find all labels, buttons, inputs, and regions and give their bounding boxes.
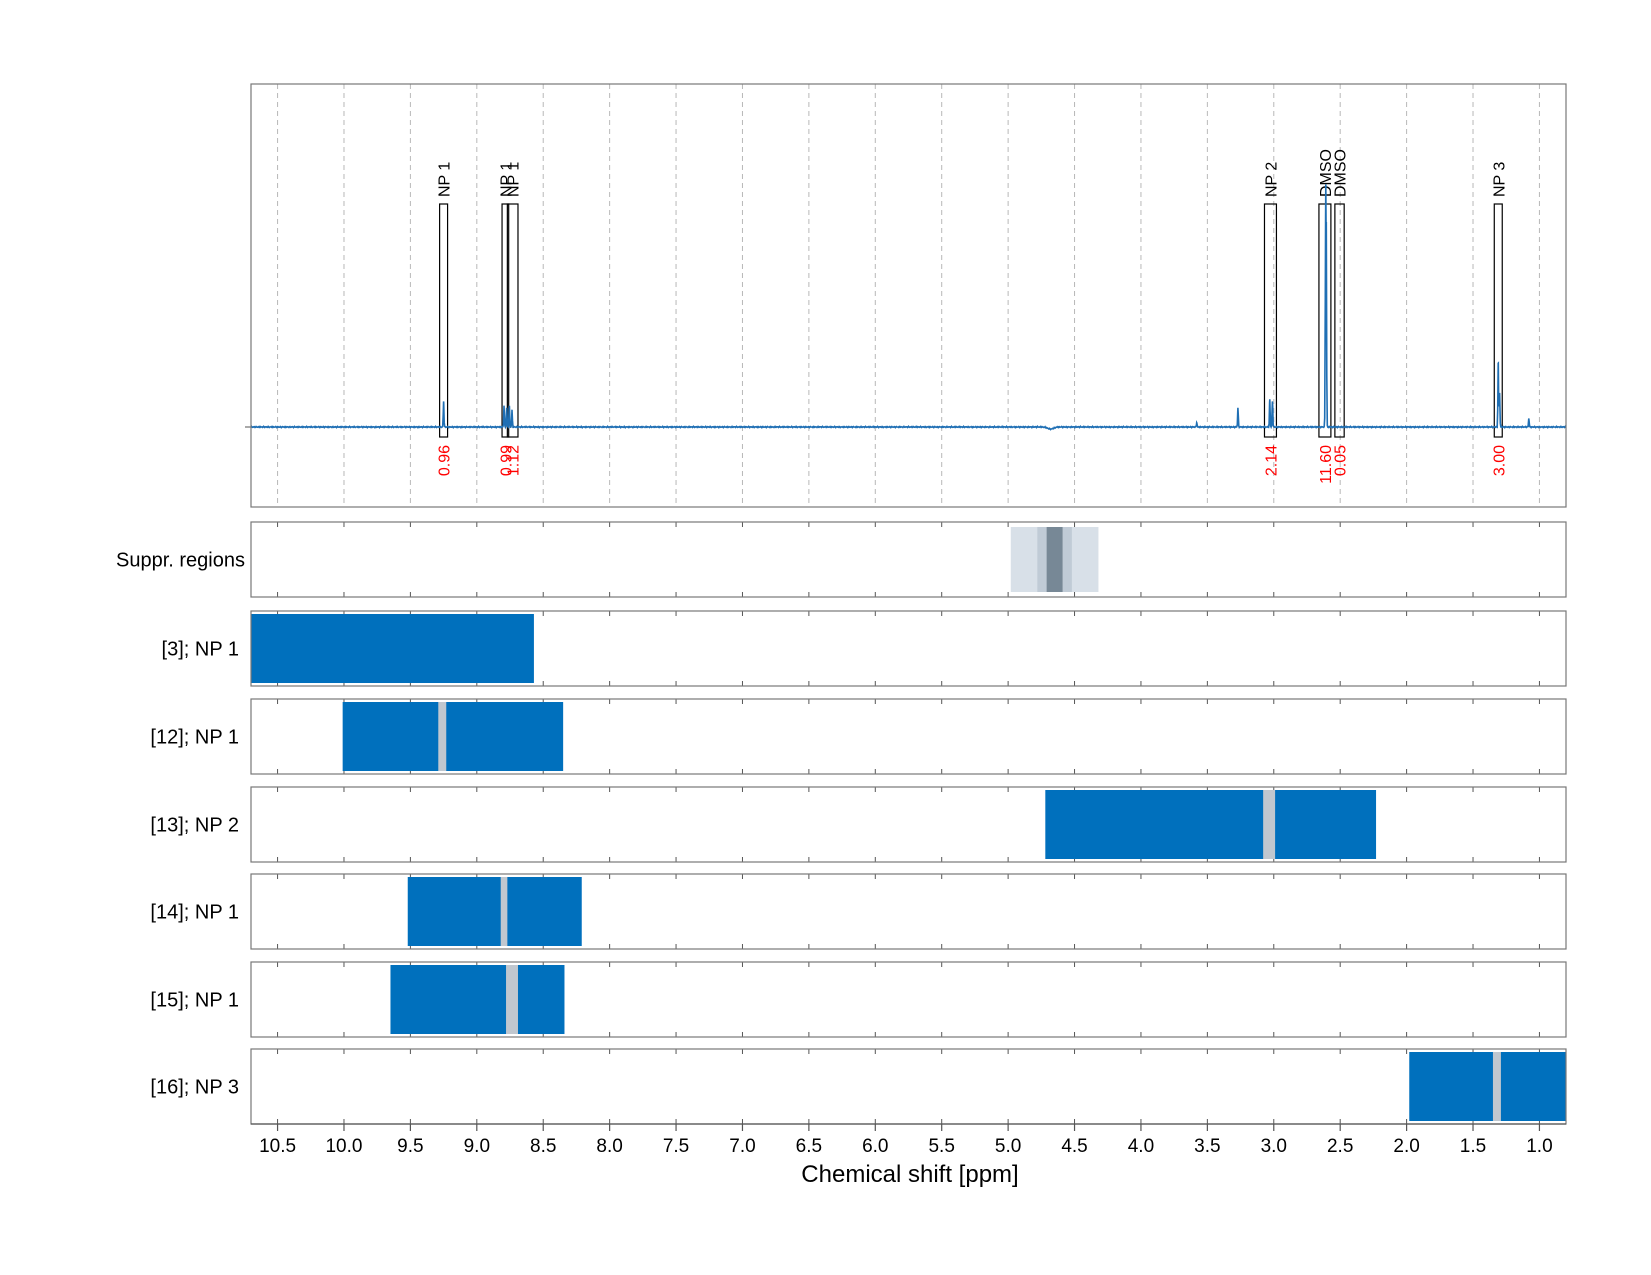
annotation-label: DMSO xyxy=(1318,149,1335,197)
fit-region-bar xyxy=(1409,1052,1566,1121)
fit-region-panel: [13]; NP 2 xyxy=(150,786,1567,863)
annotation-box xyxy=(439,203,449,438)
x-tick-label: 5.0 xyxy=(995,1136,1021,1157)
x-tick-label: 4.5 xyxy=(1061,1136,1087,1157)
x-tick-label: 10.5 xyxy=(259,1136,296,1157)
fit-region-panel: [14]; NP 1 xyxy=(150,873,1567,950)
x-tick-label: 6.0 xyxy=(862,1136,888,1157)
excluded-band xyxy=(1492,1052,1501,1121)
excluded-band xyxy=(506,965,518,1034)
x-axis: 10.5 10.0 9.5 9.0 8.5 8.0 7.5 7.0 6.5 6.0 5.5 5.0 4.… xyxy=(251,1123,1566,1157)
x-tick-label: 5.5 xyxy=(928,1136,954,1157)
integral-value: 2.14 xyxy=(1263,445,1280,476)
x-tick-label: 2.0 xyxy=(1393,1136,1419,1157)
fit-region-frame xyxy=(250,698,1567,775)
annotation-box xyxy=(1493,203,1503,438)
x-tick-label: 8.5 xyxy=(530,1136,556,1157)
x-tick-label: 1.5 xyxy=(1460,1136,1486,1157)
fit-region-bar xyxy=(1045,790,1377,859)
integral-value: 0.99 xyxy=(498,445,515,476)
suppression-band xyxy=(1046,527,1063,592)
annotation-box xyxy=(506,203,519,438)
x-tick-label: 7.0 xyxy=(729,1136,755,1157)
fit-region-label: [13]; NP 2 xyxy=(150,815,239,837)
x-tick-label: 2.5 xyxy=(1327,1136,1353,1157)
fit-region-bar xyxy=(251,614,534,683)
x-axis-title: Chemical shift [ppm] xyxy=(801,1161,1018,1188)
x-tick-label: 3.0 xyxy=(1261,1136,1287,1157)
integral-value: 3.00 xyxy=(1491,445,1508,476)
annotation-box xyxy=(501,203,510,438)
fit-region-frame xyxy=(250,961,1567,1038)
fit-region-bar xyxy=(342,702,564,771)
fit-region-bar xyxy=(390,965,565,1034)
x-tick-label: 4.0 xyxy=(1128,1136,1154,1157)
fit-region-label: [15]; NP 1 xyxy=(150,990,239,1012)
integral-value: 1.12 xyxy=(506,445,523,476)
fit-region-frame xyxy=(250,1048,1567,1125)
fit-region-panels: [3]; NP 1 [12]; NP 1 [13]; NP 2 [14]; NP 1 [… xyxy=(150,610,1567,1125)
fit-region-bar xyxy=(407,877,582,946)
annotation-label: NP 1 xyxy=(498,162,515,197)
annotation-box xyxy=(1263,203,1278,438)
x-tick-label: 3.5 xyxy=(1194,1136,1220,1157)
x-tick-label: 9.5 xyxy=(397,1136,423,1157)
integral-value: 11.60 xyxy=(1318,445,1335,484)
suppression-panel: Suppr. regions xyxy=(116,521,1567,598)
fit-region-panel: [3]; NP 1 xyxy=(162,610,1567,687)
fit-region-label: [3]; NP 1 xyxy=(162,639,239,661)
annotation-label: NP 1 xyxy=(506,162,523,197)
integral-value: 0.05 xyxy=(1333,445,1350,476)
spectrum-trace xyxy=(250,184,1567,431)
excluded-band xyxy=(500,877,508,946)
fit-region-frame xyxy=(250,873,1567,950)
excluded-band xyxy=(438,702,447,771)
x-tick-label: 10.0 xyxy=(325,1136,362,1157)
fit-region-panel: [12]; NP 1 xyxy=(150,698,1567,775)
x-tick-label: 7.5 xyxy=(663,1136,689,1157)
annotation-label: NP 2 xyxy=(1263,162,1280,197)
spectrum-panel: NP 1 0.96 NP 1 0.99 NP 1 1.12 NP 2 2.14 DMSO 11.6… xyxy=(245,83,1567,508)
suppression-label: Suppr. regions xyxy=(116,550,245,572)
annotation-label: NP 1 xyxy=(437,162,454,197)
fit-region-panel: [15]; NP 1 xyxy=(150,961,1567,1038)
x-tick-label: 9.0 xyxy=(464,1136,490,1157)
annotation-label: DMSO xyxy=(1333,149,1350,197)
fit-region-label: [12]; NP 1 xyxy=(150,727,239,749)
fit-region-panel: [16]; NP 3 xyxy=(150,1048,1567,1125)
excluded-band xyxy=(1263,790,1276,859)
fit-region-frame xyxy=(250,786,1567,863)
integral-value: 0.96 xyxy=(437,445,454,476)
suppression-frame xyxy=(250,521,1567,598)
x-tick-label: 6.5 xyxy=(796,1136,822,1157)
annotation-label: NP 3 xyxy=(1491,162,1508,197)
spectrum-frame xyxy=(250,83,1567,508)
x-tick-label: 1.0 xyxy=(1526,1136,1552,1157)
x-tick-label: 8.0 xyxy=(596,1136,622,1157)
annotation-box xyxy=(1334,203,1345,438)
fit-region-label: [14]; NP 1 xyxy=(150,902,239,924)
fit-region-frame xyxy=(250,610,1567,687)
fit-region-label: [16]; NP 3 xyxy=(150,1077,239,1099)
